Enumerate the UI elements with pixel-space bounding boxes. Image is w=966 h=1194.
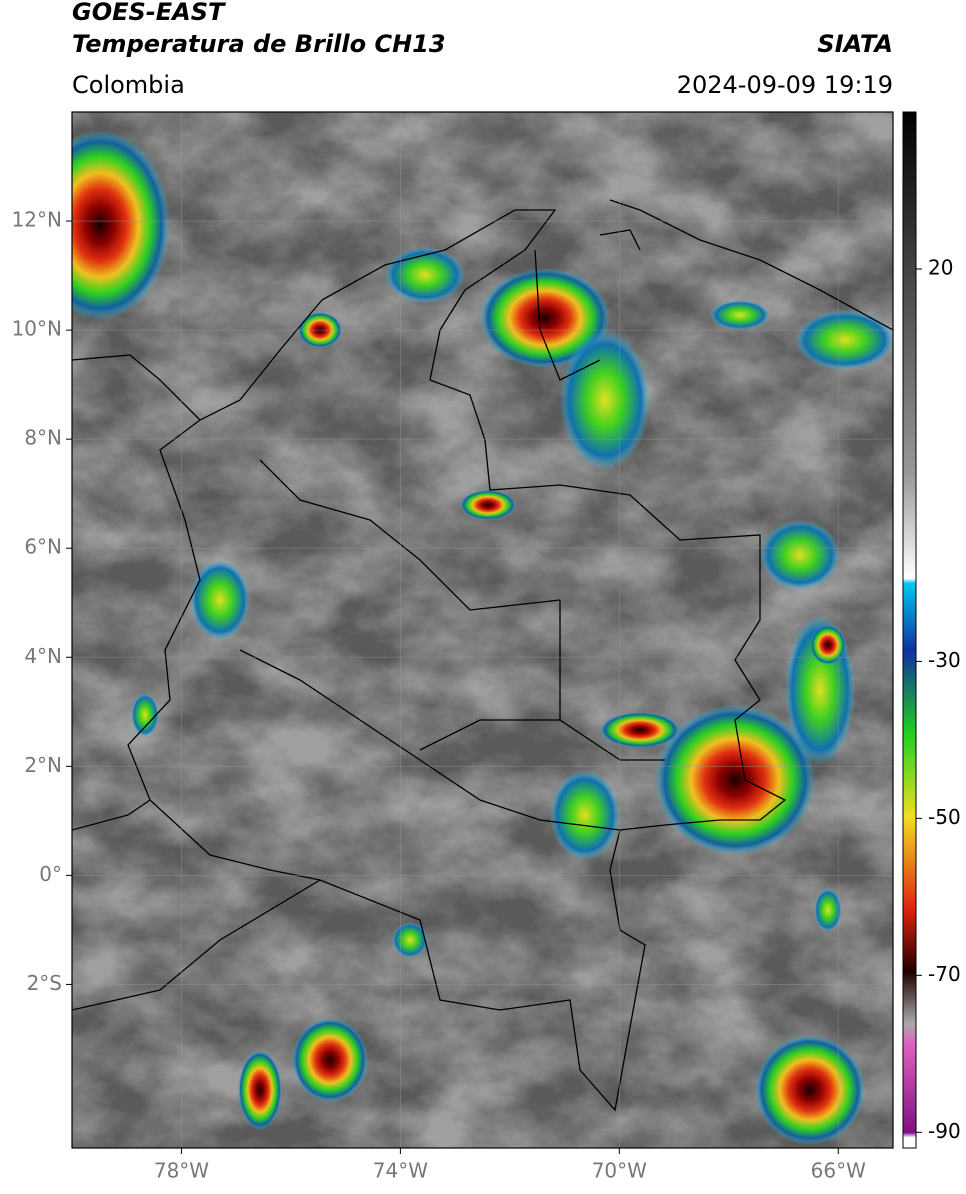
colorbar-tick-label: -50 [928, 805, 961, 829]
y-tick-label: 2°S [27, 971, 62, 995]
cloud-texture [72, 112, 893, 1148]
y-tick-label: 6°N [24, 535, 62, 559]
y-tick-label: 0° [39, 862, 62, 886]
colorbar-tick-label: -70 [928, 962, 961, 986]
y-tick-label: 12°N [12, 208, 62, 232]
map-frame [71, 111, 894, 1149]
colorbar [902, 111, 917, 1149]
subtitle: Temperatura de Brillo CH13 [72, 30, 446, 58]
title: GOES-EAST [72, 0, 226, 26]
datetime: 2024-09-09 19:19 [677, 71, 893, 99]
y-tick-label: 4°N [24, 644, 62, 668]
colorbar-tick-label: -30 [928, 648, 961, 672]
y-tick-label: 10°N [12, 317, 62, 341]
x-tick-label: 66°W [811, 1159, 866, 1183]
colorbar-tick-label: 20 [928, 255, 953, 279]
convective-cells [72, 130, 893, 1145]
graticule [72, 112, 893, 1148]
region: Colombia [72, 71, 185, 99]
x-tick-label: 74°W [373, 1159, 428, 1183]
borders [72, 199, 893, 1112]
y-tick-label: 8°N [24, 426, 62, 450]
x-tick-label: 78°W [154, 1159, 209, 1183]
map-image [72, 112, 893, 1148]
colorbar-tick-label: -90 [928, 1119, 961, 1143]
source: SIATA [817, 30, 893, 58]
x-tick-label: 70°W [592, 1159, 647, 1183]
y-tick-label: 2°N [24, 753, 62, 777]
